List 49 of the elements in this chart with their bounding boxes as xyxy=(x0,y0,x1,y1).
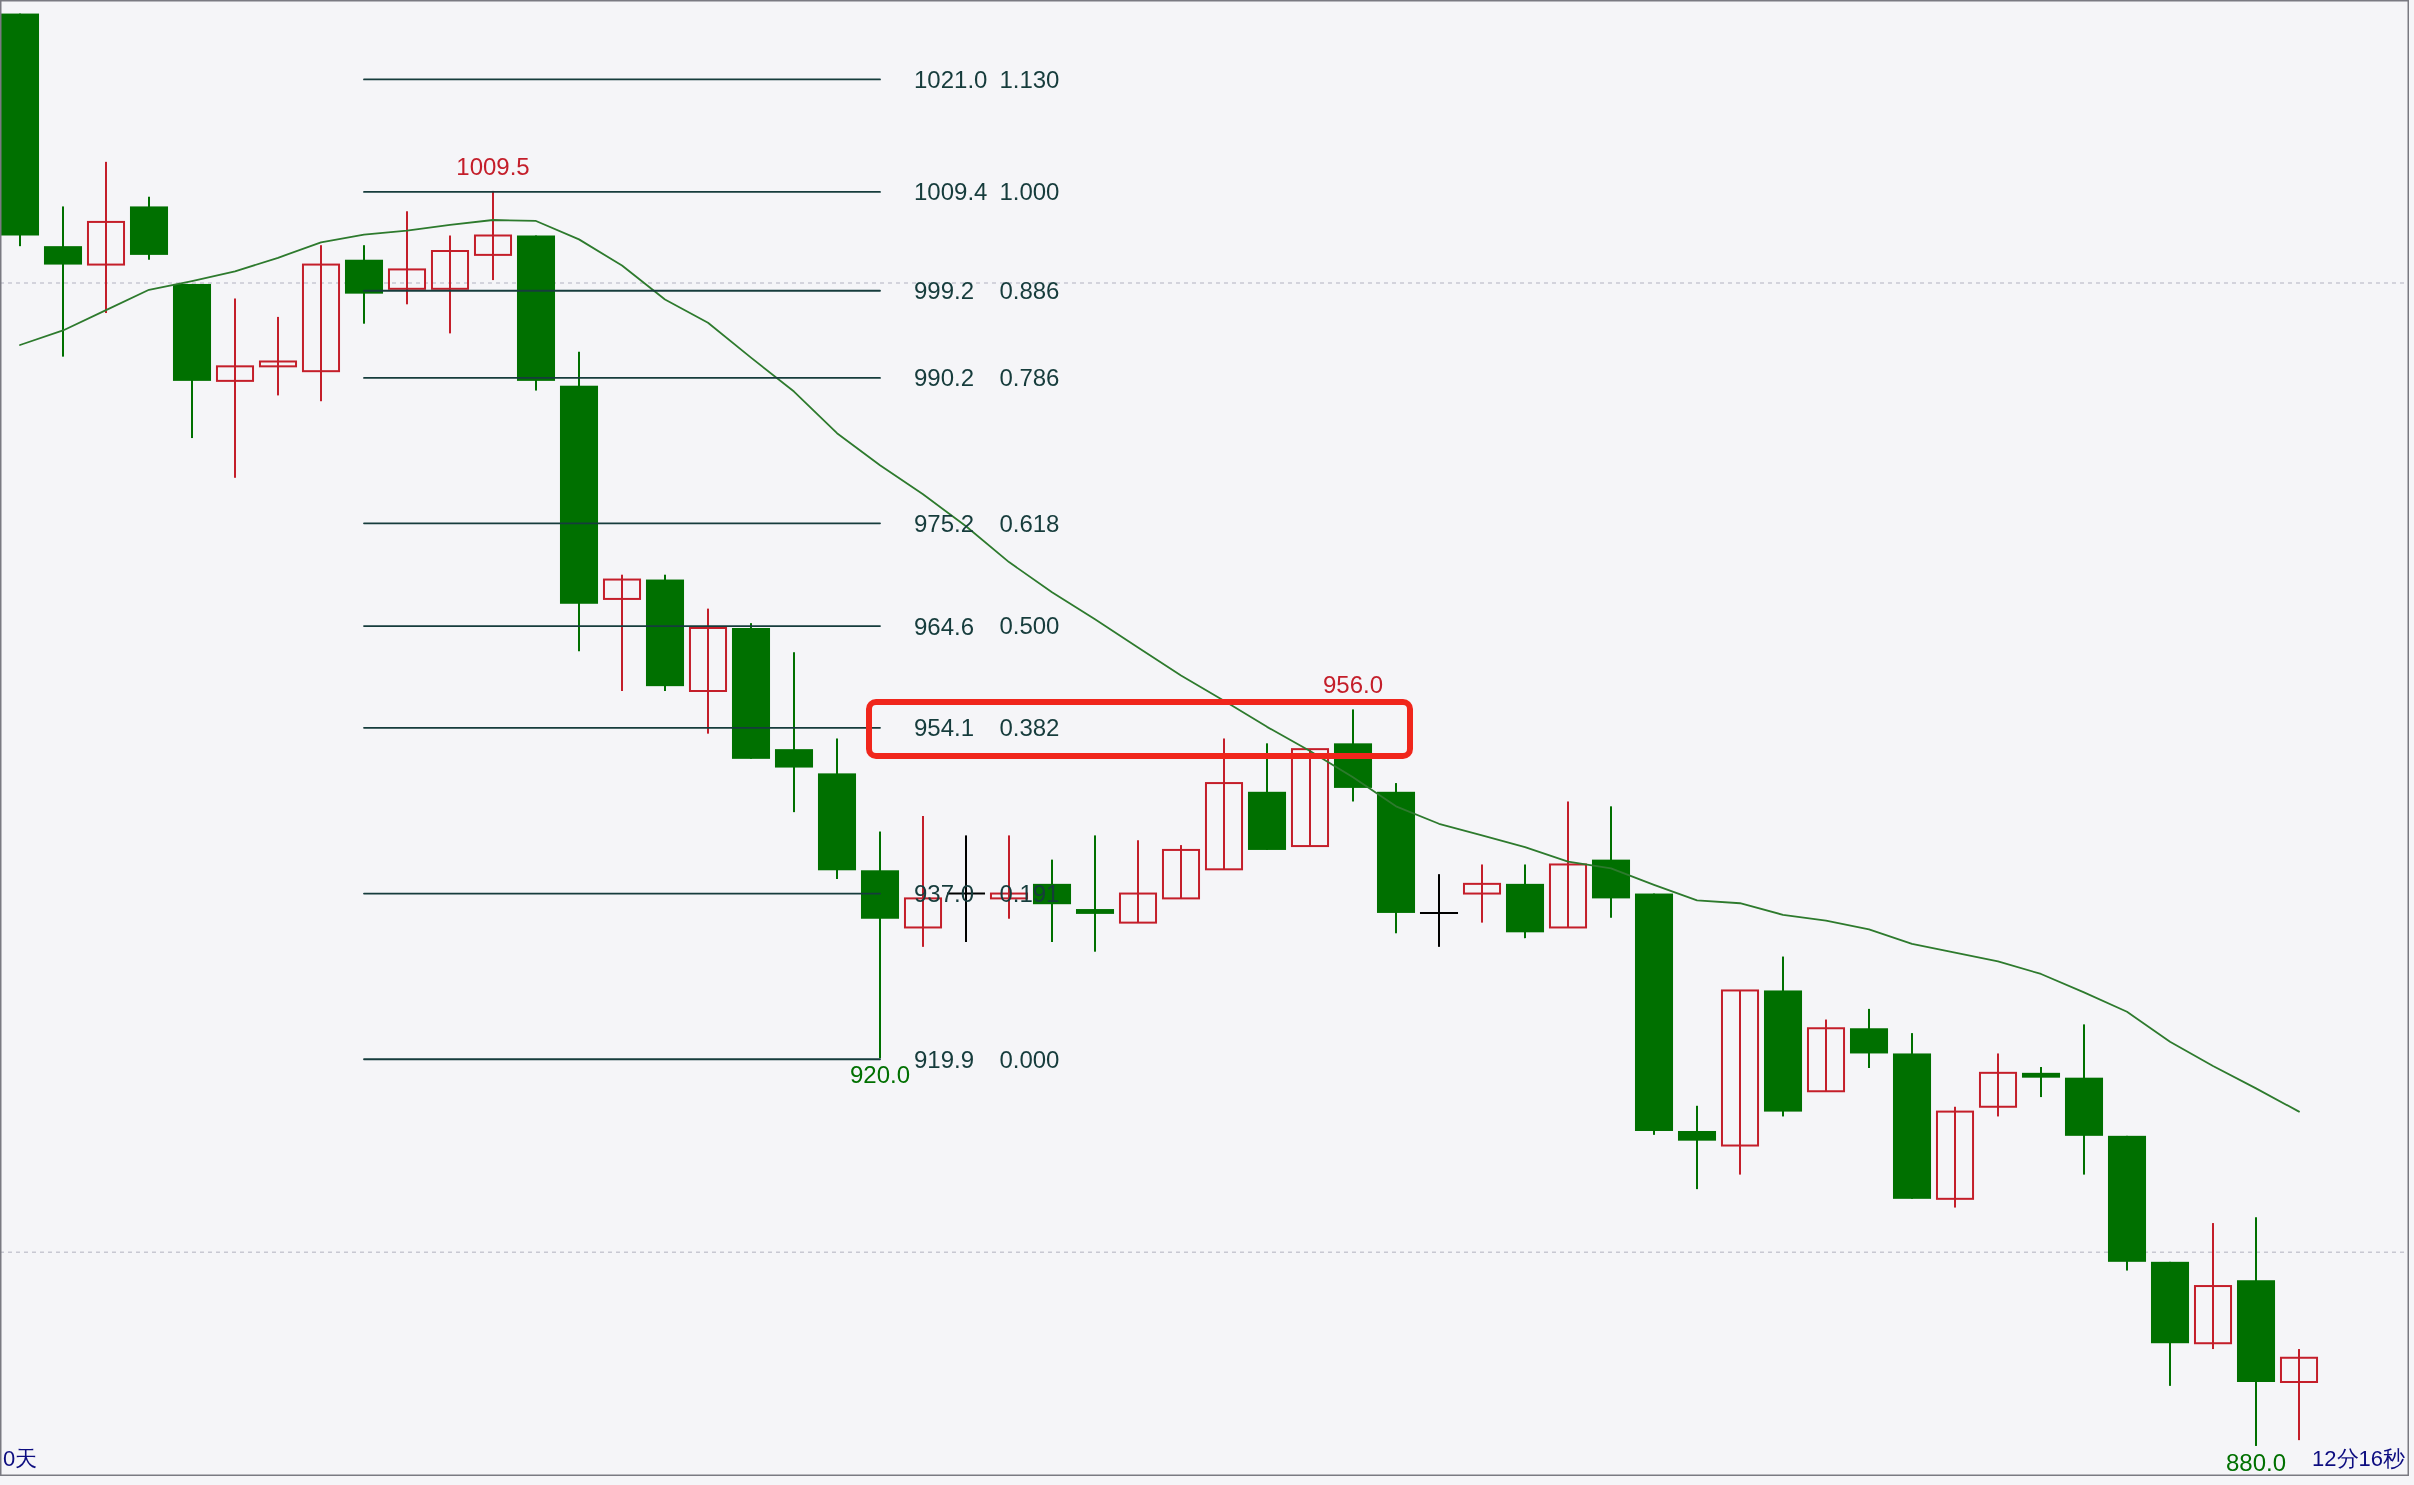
candlestick xyxy=(688,607,728,735)
candlestick xyxy=(258,315,298,397)
candlestick xyxy=(430,234,470,335)
candlestick xyxy=(86,160,126,315)
y2-tick-label: 0.000 xyxy=(999,1045,1060,1073)
y-tick-label: 999.2 xyxy=(914,277,975,305)
y2-tick-label: 1.000 xyxy=(999,178,1060,206)
annotation: 1009.5 xyxy=(456,152,530,180)
candlestick xyxy=(1118,839,1158,924)
y2-tick-label: 0.191 xyxy=(999,880,1060,908)
line-series xyxy=(19,219,2300,1113)
y2-tick-label: 0.500 xyxy=(999,612,1060,640)
candlestick xyxy=(2021,1066,2061,1099)
candlestick xyxy=(1935,1105,1975,1209)
candlestick xyxy=(301,244,341,403)
candlestick xyxy=(1978,1052,2018,1118)
candlestick xyxy=(387,210,427,306)
y2-tick-label: 0.382 xyxy=(999,714,1060,742)
candlestick xyxy=(1204,737,1244,871)
candlestick xyxy=(1548,800,1588,929)
candlestick xyxy=(1806,1018,1846,1093)
y2-tick-label: 0.886 xyxy=(999,277,1060,305)
y-tick-label: 1009.4 xyxy=(914,178,988,206)
y2-tick-label: 0.618 xyxy=(999,509,1060,537)
candlestick xyxy=(1677,1104,1717,1191)
y-tick-label: 954.1 xyxy=(914,714,975,742)
annotation: 956.0 xyxy=(1322,671,1384,699)
y-tick-label: 964.6 xyxy=(914,612,975,640)
y-tick-label: 990.2 xyxy=(914,364,975,392)
candlestick xyxy=(1462,863,1502,924)
candlestick xyxy=(1720,989,1760,1176)
y2-tick-label: 0.786 xyxy=(999,364,1060,391)
candlestick xyxy=(215,297,255,479)
y2-tick-label: 1.130 xyxy=(999,65,1060,93)
y-tick-label: 919.9 xyxy=(914,1045,975,1073)
y-tick-label: 1021.0 xyxy=(914,65,988,93)
candlestick xyxy=(774,651,814,814)
candlestick xyxy=(43,205,83,358)
candlestick xyxy=(1161,844,1201,900)
candlestick xyxy=(1290,748,1330,848)
candlestick xyxy=(602,573,642,692)
candlestick xyxy=(2193,1222,2233,1351)
candlestick xyxy=(2279,1348,2319,1442)
candlestick xyxy=(1418,873,1460,948)
annotation: 880.0 xyxy=(2225,1448,2287,1476)
annotation: 0天 xyxy=(3,1446,38,1471)
annotation: 12分16秒 xyxy=(2312,1446,2405,1471)
candlestick xyxy=(1075,834,1115,953)
annotation: 920.0 xyxy=(849,1061,911,1089)
